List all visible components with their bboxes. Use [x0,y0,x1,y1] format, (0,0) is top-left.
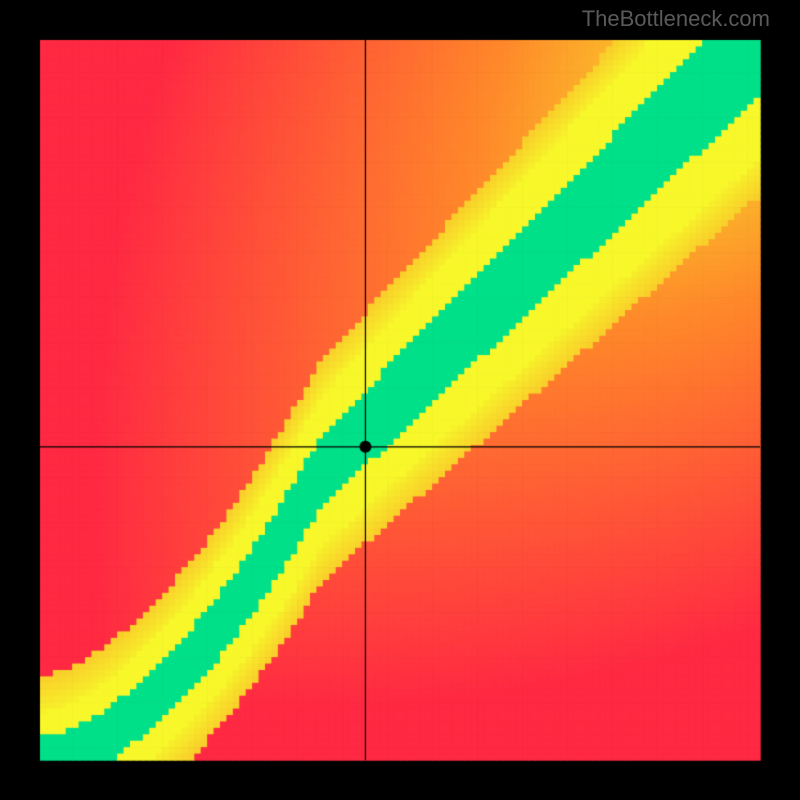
heatmap-canvas [0,0,800,800]
chart-container: TheBottleneck.com [0,0,800,800]
watermark-text: TheBottleneck.com [582,6,770,32]
